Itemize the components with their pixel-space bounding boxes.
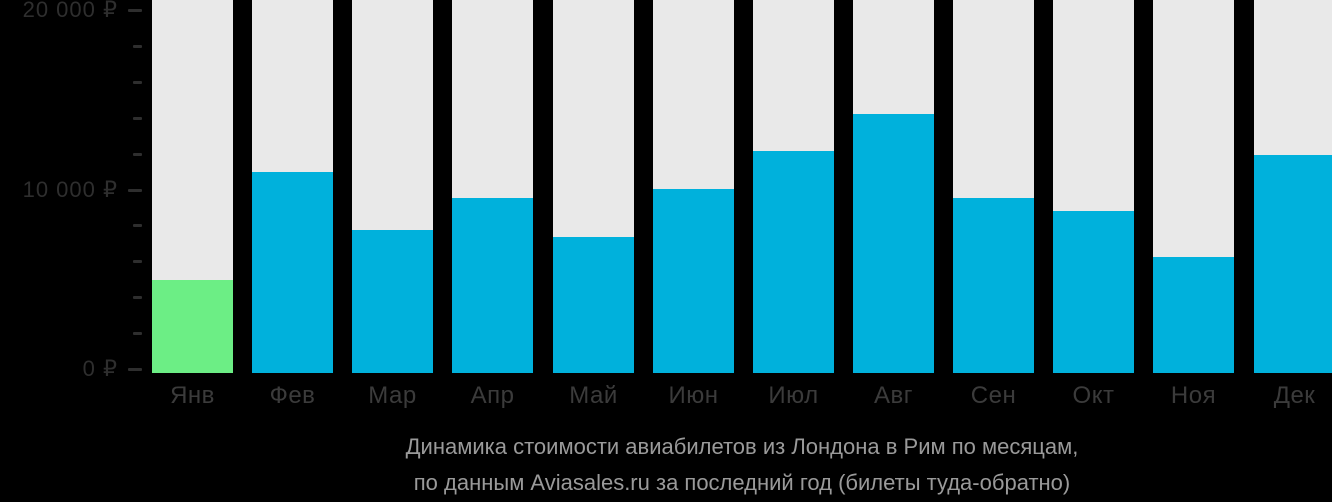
month-label-Мар: Мар xyxy=(368,382,417,409)
column-track-Фев xyxy=(252,0,333,373)
column-track-Мар xyxy=(352,0,433,373)
bar-Ноя xyxy=(1153,257,1234,373)
month-label-Ноя: Ноя xyxy=(1170,382,1217,409)
month-label-Дек: Дек xyxy=(1273,382,1316,409)
month-label-Сен: Сен xyxy=(970,382,1017,409)
column-track-Июл xyxy=(753,0,834,373)
bar-Окт xyxy=(1053,211,1134,373)
y-minor-tick-mark xyxy=(133,116,142,120)
y-major-tick-mark xyxy=(128,188,142,192)
column-track-Сен xyxy=(953,0,1034,373)
column-track-Дек xyxy=(1254,0,1332,373)
chart-title: Динамика стоимости авиабилетов из Лондон… xyxy=(405,434,1079,459)
month-label-Май: Май xyxy=(569,382,618,409)
month-label-Окт: Окт xyxy=(1072,382,1115,409)
y-major-tick-mark xyxy=(128,9,142,12)
bar-Июн xyxy=(653,189,734,373)
y-major-tick-mark xyxy=(128,368,142,371)
column-track-Апр xyxy=(452,0,533,373)
month-label-Июл: Июл xyxy=(768,382,819,409)
plot-area: 0 ₽ 10 000 ₽ 20 000 ₽ Янв Фев Мар Апр Май Июн Ию… xyxy=(22,0,1332,409)
column-track-Ноя xyxy=(1153,0,1234,373)
bar-Мар xyxy=(352,230,433,373)
bar-Дек xyxy=(1254,155,1332,373)
bar-Апр xyxy=(452,198,533,373)
month-label-Янв: Янв xyxy=(170,382,215,409)
month-label-Авг: Авг xyxy=(873,382,913,409)
bar-Янв xyxy=(152,280,233,373)
bar-Июл xyxy=(753,151,834,373)
chart-caption: Динамика стоимости авиабилетов из Лондон… xyxy=(152,429,1332,501)
y-minor-tick-mark xyxy=(133,296,142,300)
chart-subtitle: по данным Aviasales.ru за последний год … xyxy=(413,470,1071,495)
y-minor-tick-mark xyxy=(133,80,142,84)
column-track-Июн xyxy=(653,0,734,373)
column-track-Окт xyxy=(1053,0,1134,373)
bar-Сен xyxy=(953,198,1034,373)
month-label-Апр: Апр xyxy=(470,382,515,409)
bar-Авг xyxy=(853,114,934,373)
y-minor-tick-mark xyxy=(133,260,142,264)
bar-Фев xyxy=(252,172,333,373)
column-track-Авг xyxy=(853,0,934,373)
y-tick-label: 10 000 ₽ xyxy=(22,176,118,202)
bar-Май xyxy=(553,237,634,373)
column-track-Янв xyxy=(152,0,233,373)
y-minor-tick-mark xyxy=(133,44,142,48)
column-track-Май xyxy=(553,0,634,373)
y-tick-label: 20 000 ₽ xyxy=(22,0,118,22)
month-label-Фев: Фев xyxy=(269,382,316,409)
month-label-Июн: Июн xyxy=(668,382,719,409)
y-minor-tick-mark xyxy=(133,332,142,336)
y-tick-label: 0 ₽ xyxy=(82,356,118,381)
y-minor-tick-mark xyxy=(133,152,142,156)
y-minor-tick-mark xyxy=(133,224,142,228)
